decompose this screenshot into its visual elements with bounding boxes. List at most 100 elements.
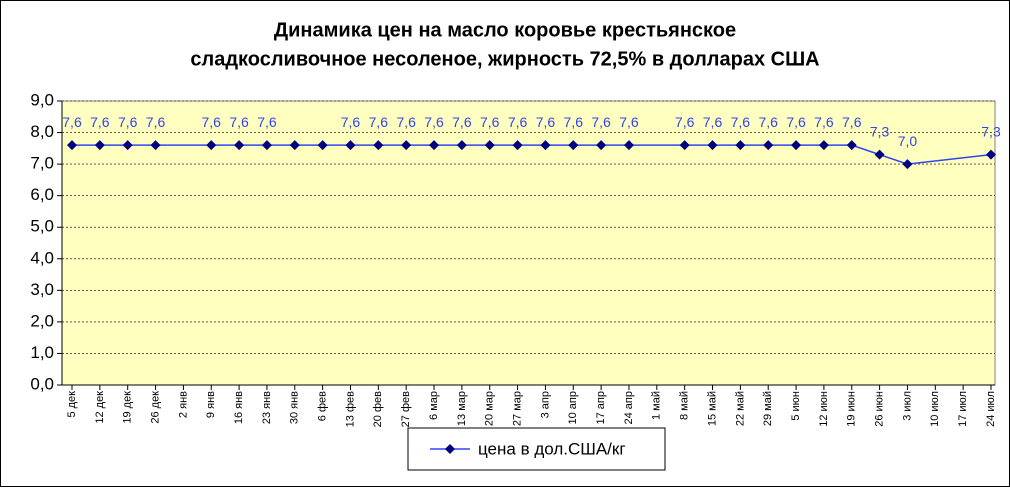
data-label: 7,6 bbox=[229, 114, 249, 130]
y-tick-label: 0,0 bbox=[30, 374, 54, 393]
data-label: 7,6 bbox=[369, 114, 389, 130]
x-tick-label: 26 июн bbox=[874, 391, 886, 427]
x-tick-label: 24 июл bbox=[985, 391, 997, 427]
x-tick-label: 16 янв bbox=[233, 391, 245, 424]
x-tick-label: 22 май bbox=[734, 391, 746, 426]
x-tick-label: 20 мар bbox=[484, 391, 496, 426]
y-tick-label: 9,0 bbox=[30, 90, 54, 109]
data-label: 7,6 bbox=[814, 114, 834, 130]
data-label: 7,3 bbox=[981, 123, 1001, 139]
x-tick-label: 8 май bbox=[679, 391, 691, 420]
data-label: 7,6 bbox=[90, 114, 110, 130]
x-tick-label: 17 апр bbox=[595, 391, 607, 424]
marker bbox=[94, 140, 105, 151]
marker bbox=[512, 140, 523, 151]
marker bbox=[791, 140, 802, 151]
marker bbox=[456, 140, 467, 151]
data-label: 7,0 bbox=[898, 133, 918, 149]
marker bbox=[986, 149, 996, 160]
x-tick-label: 27 фев bbox=[400, 391, 412, 427]
marker bbox=[763, 140, 774, 151]
marker bbox=[122, 140, 133, 151]
x-tick-label: 6 фев bbox=[317, 391, 329, 421]
y-tick-label: 7,0 bbox=[30, 154, 54, 173]
x-tick-label: 1 май bbox=[651, 391, 663, 420]
y-tick-label: 1,0 bbox=[30, 343, 54, 362]
data-label: 7,6 bbox=[118, 114, 138, 130]
data-label: 7,6 bbox=[564, 114, 584, 130]
x-tick-label: 3 апр bbox=[539, 391, 551, 418]
chart-title: Динамика цен на масло коровье крестьянск… bbox=[274, 19, 736, 41]
data-label: 7,6 bbox=[703, 114, 723, 130]
x-tick-label: 20 фев bbox=[372, 391, 384, 427]
legend-label: цена в дол.США/кг bbox=[478, 439, 626, 458]
marker bbox=[345, 140, 356, 151]
y-tick-label: 5,0 bbox=[30, 217, 54, 236]
marker bbox=[317, 140, 328, 151]
x-tick-label: 12 дек bbox=[94, 391, 106, 424]
x-tick-label: 5 июн bbox=[790, 391, 802, 421]
x-tick-label: 30 янв bbox=[289, 391, 301, 424]
data-label: 7,6 bbox=[675, 114, 695, 130]
data-label: 7,6 bbox=[508, 114, 528, 130]
data-label: 7,6 bbox=[257, 114, 277, 130]
data-label: 7,6 bbox=[146, 114, 166, 130]
x-tick-label: 13 мар bbox=[456, 391, 468, 426]
x-tick-label: 17 июл bbox=[957, 391, 969, 427]
data-label: 7,6 bbox=[842, 114, 862, 130]
data-label: 7,6 bbox=[758, 114, 778, 130]
marker bbox=[289, 140, 300, 151]
marker bbox=[874, 149, 885, 160]
y-tick-label: 6,0 bbox=[30, 185, 54, 204]
x-tick-label: 5 дек bbox=[66, 391, 78, 418]
x-tick-label: 10 апр bbox=[567, 391, 579, 424]
marker bbox=[568, 140, 579, 151]
x-tick-label: 6 мар bbox=[428, 391, 440, 420]
legend-marker bbox=[445, 444, 455, 454]
x-tick-label: 2 янв bbox=[177, 391, 189, 418]
data-label: 7,6 bbox=[341, 114, 361, 130]
marker bbox=[540, 140, 551, 151]
marker bbox=[707, 140, 718, 151]
marker bbox=[846, 140, 857, 151]
data-label: 7,6 bbox=[202, 114, 222, 130]
data-label: 7,6 bbox=[452, 114, 472, 130]
x-tick-label: 27 мар bbox=[511, 391, 523, 426]
x-tick-label: 19 июн bbox=[846, 391, 858, 427]
data-label: 7,6 bbox=[480, 114, 500, 130]
x-tick-label: 24 апр bbox=[623, 391, 635, 424]
x-tick-label: 29 май bbox=[762, 391, 774, 426]
marker bbox=[623, 140, 634, 151]
data-label: 7,6 bbox=[62, 114, 82, 130]
x-tick-label: 3 июл bbox=[901, 391, 913, 421]
marker bbox=[401, 140, 412, 151]
data-label: 7,6 bbox=[424, 114, 444, 130]
marker bbox=[735, 140, 746, 151]
data-label: 7,6 bbox=[786, 114, 806, 130]
chart-title: сладкосливочное несоленое, жирность 72,5… bbox=[190, 48, 819, 70]
y-tick-label: 8,0 bbox=[30, 122, 54, 141]
data-label: 7,6 bbox=[591, 114, 611, 130]
x-tick-label: 23 янв bbox=[261, 391, 273, 424]
data-label: 7,6 bbox=[619, 114, 639, 130]
plot-area bbox=[61, 100, 996, 386]
data-label: 7,3 bbox=[870, 123, 890, 139]
y-tick-label: 4,0 bbox=[30, 248, 54, 267]
x-tick-label: 12 июн bbox=[818, 391, 830, 427]
x-tick-label: 10 июл bbox=[929, 391, 941, 427]
marker bbox=[818, 140, 829, 151]
marker bbox=[234, 140, 245, 151]
data-label: 7,6 bbox=[396, 114, 416, 130]
marker bbox=[902, 159, 913, 170]
marker bbox=[429, 140, 440, 151]
x-tick-label: 15 май bbox=[706, 391, 718, 426]
data-label: 7,6 bbox=[536, 114, 556, 130]
x-tick-label: 19 дек bbox=[122, 391, 134, 424]
marker bbox=[150, 140, 161, 151]
marker bbox=[206, 140, 217, 151]
marker bbox=[261, 140, 272, 151]
marker bbox=[373, 140, 384, 151]
x-tick-label: 13 фев bbox=[344, 391, 356, 427]
x-tick-label: 9 янв bbox=[205, 391, 217, 418]
